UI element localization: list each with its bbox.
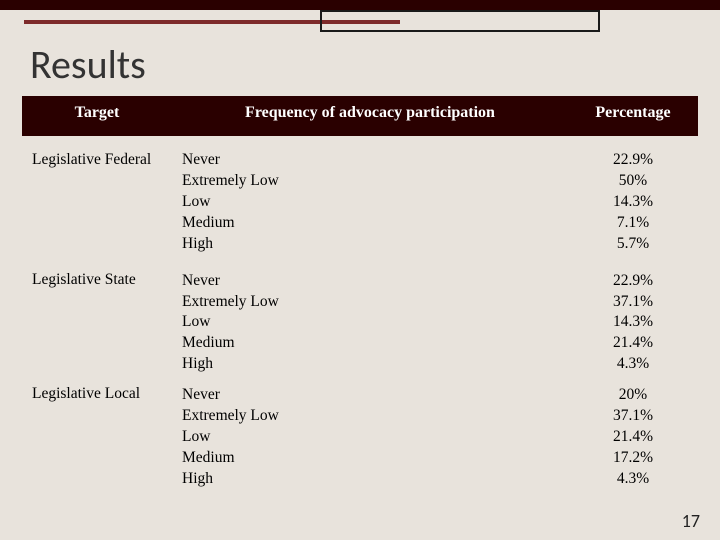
pct-line: 14.3% <box>578 312 688 333</box>
pct-line: 37.1% <box>578 406 688 427</box>
freq-line: Never <box>182 271 558 292</box>
cell-frequency: Never Extremely Low Low Medium High <box>172 257 568 378</box>
table-row: Legislative Federal Never Extremely Low … <box>22 136 698 257</box>
freq-line: Low <box>182 192 558 213</box>
pct-line: 50% <box>578 171 688 192</box>
pct-line: 22.9% <box>578 150 688 171</box>
pct-line: 37.1% <box>578 292 688 313</box>
pct-line: 21.4% <box>578 333 688 354</box>
freq-line: High <box>182 469 558 490</box>
pct-line: 21.4% <box>578 427 688 448</box>
cell-target: Legislative Federal <box>22 136 172 257</box>
pct-line: 20% <box>578 385 688 406</box>
table-row: Legislative State Never Extremely Low Lo… <box>22 257 698 378</box>
col-header-frequency: Frequency of advocacy participation <box>172 96 568 136</box>
slide-title: Results <box>30 40 146 89</box>
freq-line: Extremely Low <box>182 292 558 313</box>
pct-line: 4.3% <box>578 469 688 490</box>
target-line: Legislative Federal <box>32 150 162 171</box>
freq-line: Never <box>182 150 558 171</box>
freq-line: Medium <box>182 213 558 234</box>
cell-frequency: Never Extremely Low Low Medium High <box>172 377 568 492</box>
freq-line: Medium <box>182 333 558 354</box>
pct-line: 5.7% <box>578 234 688 255</box>
cell-frequency: Never Extremely Low Low Medium High <box>172 136 568 257</box>
page-number: 17 <box>682 510 700 532</box>
col-header-percentage: Percentage <box>568 96 698 136</box>
freq-line: Never <box>182 385 558 406</box>
cell-target: Legislative Local <box>22 377 172 492</box>
cell-percentage: 22.9% 37.1% 14.3% 21.4% 4.3% <box>568 257 698 378</box>
pct-line: 14.3% <box>578 192 688 213</box>
results-table: Target Frequency of advocacy participati… <box>22 96 698 492</box>
freq-line: Extremely Low <box>182 171 558 192</box>
freq-line: Low <box>182 312 558 333</box>
results-table-container: Target Frequency of advocacy participati… <box>22 96 698 492</box>
slide-top-border <box>0 0 720 10</box>
freq-line: Extremely Low <box>182 406 558 427</box>
table-header-row: Target Frequency of advocacy participati… <box>22 96 698 136</box>
pct-line: 17.2% <box>578 448 688 469</box>
freq-line: High <box>182 234 558 255</box>
col-header-target: Target <box>22 96 172 136</box>
cell-percentage: 22.9% 50% 14.3% 7.1% 5.7% <box>568 136 698 257</box>
freq-line: Medium <box>182 448 558 469</box>
freq-line: Low <box>182 427 558 448</box>
pct-line: 22.9% <box>578 271 688 292</box>
cell-percentage: 20% 37.1% 21.4% 17.2% 4.3% <box>568 377 698 492</box>
pct-line: 7.1% <box>578 213 688 234</box>
pct-line: 4.3% <box>578 354 688 375</box>
table-row: Legislative Local Never Extremely Low Lo… <box>22 377 698 492</box>
freq-line: High <box>182 354 558 375</box>
cell-target: Legislative State <box>22 257 172 378</box>
slide-accent-box <box>320 10 600 32</box>
